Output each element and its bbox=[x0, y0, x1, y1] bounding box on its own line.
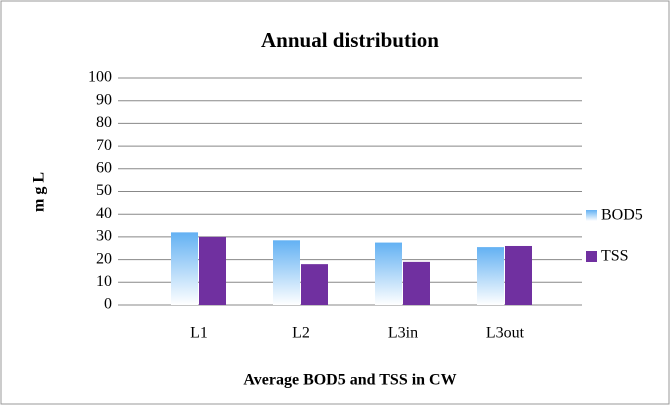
y-tick-label: 10 bbox=[96, 273, 112, 290]
x-tick-label: L2 bbox=[292, 325, 310, 342]
y-tick-label: 30 bbox=[96, 228, 112, 245]
bar bbox=[375, 242, 402, 305]
x-tick-label: L1 bbox=[190, 325, 208, 342]
bar bbox=[199, 236, 226, 305]
bar bbox=[171, 232, 198, 305]
legend-swatch bbox=[586, 210, 597, 221]
y-axis-title: m g L bbox=[31, 172, 48, 212]
x-tick-label: L3out bbox=[486, 325, 525, 342]
y-tick-label: 80 bbox=[96, 114, 112, 131]
y-tick-label: 40 bbox=[96, 205, 112, 222]
y-tick-label: 70 bbox=[96, 137, 112, 154]
y-tick-label: 0 bbox=[104, 296, 112, 313]
bar bbox=[403, 261, 430, 305]
y-tick-label: 90 bbox=[96, 91, 112, 108]
chart-title: Annual distribution bbox=[261, 28, 439, 52]
bar bbox=[505, 245, 532, 305]
y-tick-label: 20 bbox=[96, 250, 112, 267]
y-tick-label: 100 bbox=[88, 69, 112, 86]
y-tick-label: 50 bbox=[96, 182, 112, 199]
bar bbox=[477, 247, 504, 305]
legend-label: BOD5 bbox=[601, 207, 643, 224]
legend-label: TSS bbox=[601, 248, 629, 265]
y-tick-label: 60 bbox=[96, 159, 112, 176]
bar bbox=[301, 264, 328, 305]
legend-swatch bbox=[586, 251, 597, 262]
x-tick-label: L3in bbox=[388, 325, 418, 342]
bar bbox=[273, 240, 300, 305]
x-axis-title: Average BOD5 and TSS in CW bbox=[243, 372, 456, 389]
